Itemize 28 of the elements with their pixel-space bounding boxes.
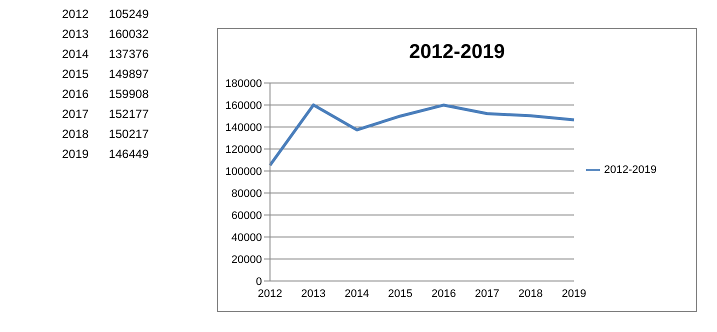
x-tick-label: 2019 (562, 288, 586, 300)
text: 2015 149897 (62, 66, 149, 83)
y-tick-label: 120000 (225, 144, 262, 156)
y-tick-label: 160000 (225, 100, 262, 112)
y-tick-label: 0 (256, 276, 262, 288)
x-tick-label: 2016 (431, 288, 456, 300)
y-tick-label: 80000 (231, 188, 262, 200)
y-tick-label: 60000 (231, 210, 262, 222)
text: 2016 159908 (62, 86, 149, 103)
x-tick-label: 2013 (301, 288, 326, 300)
text: 2018 150217 (62, 126, 149, 143)
text: 2019 146449 (62, 146, 149, 163)
y-tick-label: 100000 (225, 166, 262, 178)
text: 2013 160032 (62, 26, 149, 43)
x-tick-label: 2017 (474, 288, 500, 300)
text: 2012 105249 (62, 6, 149, 23)
y-tick-label: 140000 (225, 122, 262, 134)
x-tick-label: 2012 (258, 288, 282, 300)
y-tick-label: 180000 (225, 78, 262, 90)
x-tick-label: 2015 (388, 288, 413, 300)
x-tick-label: 2018 (518, 288, 543, 300)
y-tick-label: 40000 (231, 232, 262, 244)
y-tick-label: 20000 (231, 254, 262, 266)
legend-label: 2012-2019 (604, 164, 657, 176)
x-tick-label: 2014 (344, 288, 370, 300)
text: 2017 152177 (62, 106, 149, 123)
text: 2014 137376 (62, 46, 149, 63)
chart-title: 2012-2019 (408, 41, 506, 64)
